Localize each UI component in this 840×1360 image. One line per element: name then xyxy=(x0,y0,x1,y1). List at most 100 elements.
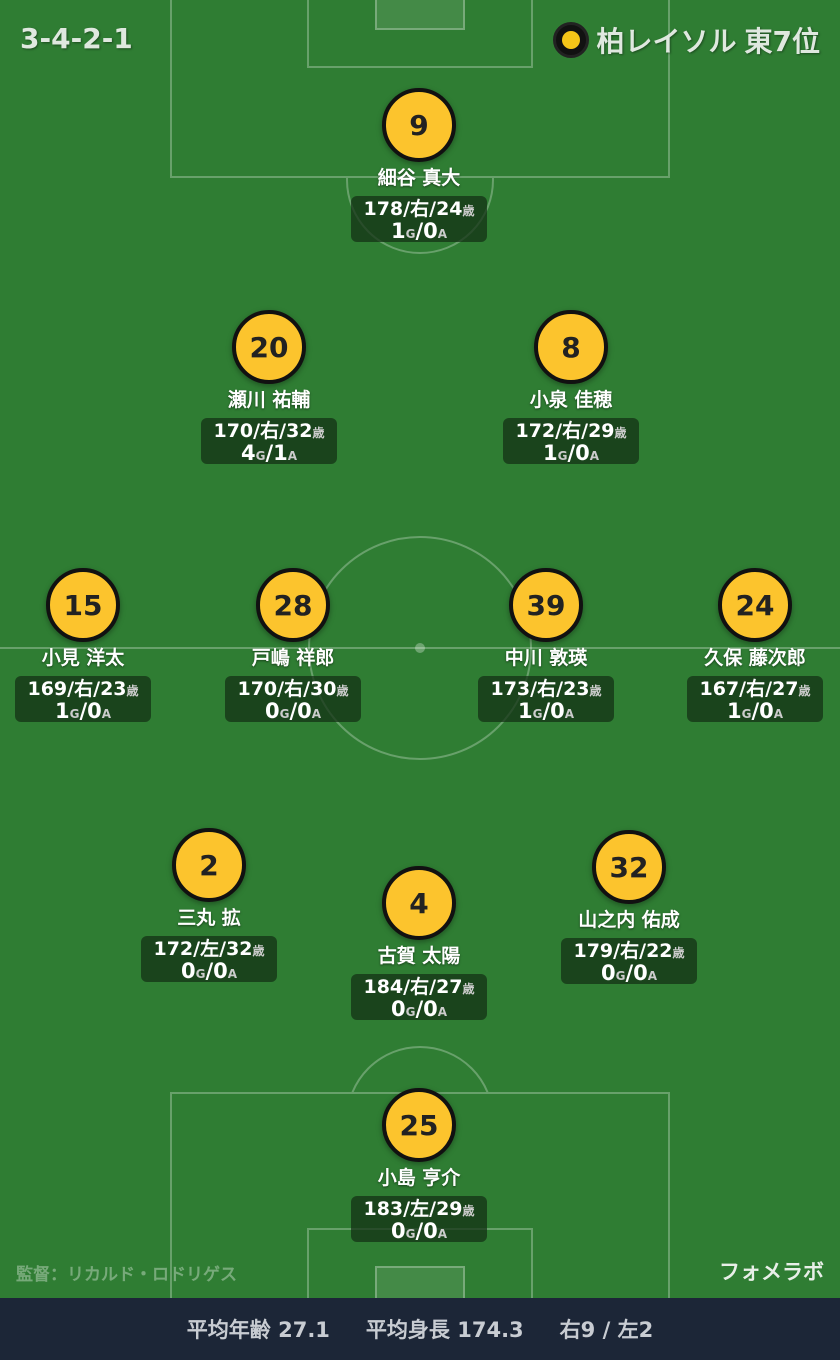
player-card[interactable]: 2 三丸 拡 172/左/32歳 0G/0A xyxy=(139,828,279,982)
player-stats: 170/右/32歳 4G/1A xyxy=(201,418,337,464)
goal-unit: G xyxy=(405,227,416,241)
goal-unit: G xyxy=(255,449,266,463)
player-foot: 右 xyxy=(284,678,304,700)
player-number-badge: 25 xyxy=(382,1088,456,1162)
player-age: 32 xyxy=(226,938,253,960)
player-assists: 0 xyxy=(575,441,590,465)
player-name: 小見 洋太 xyxy=(41,647,125,669)
player-number-badge: 24 xyxy=(718,568,792,642)
player-goals: 0 xyxy=(264,699,280,723)
player-card[interactable]: 15 小見 洋太 169/右/23歳 1G/0A xyxy=(13,568,153,722)
assist-unit: A xyxy=(437,1227,448,1241)
player-number-badge: 4 xyxy=(382,866,456,940)
player-height: 169 xyxy=(27,678,68,700)
player-card[interactable]: 8 小泉 佳穂 172/右/29歳 1G/0A xyxy=(501,310,641,464)
player-foot: 右 xyxy=(620,940,640,962)
assist-unit: A xyxy=(589,449,600,463)
player-stats: 169/右/23歳 1G/0A xyxy=(15,676,151,722)
player-assists: 0 xyxy=(423,1219,438,1243)
player-foot: 右 xyxy=(537,678,557,700)
player-height: 172 xyxy=(153,938,194,960)
player-assists: 0 xyxy=(213,959,228,983)
age-unit: 歳 xyxy=(614,426,627,440)
formation-label: 3-4-2-1 xyxy=(20,22,133,55)
player-stats: 172/左/32歳 0G/0A xyxy=(141,936,277,982)
player-age: 32 xyxy=(286,420,313,442)
brand-logo: フォメラボ xyxy=(719,1260,824,1284)
player-stats: 172/右/29歳 1G/0A xyxy=(503,418,639,464)
player-height: 178 xyxy=(363,198,404,220)
top-goal-area xyxy=(307,0,533,68)
player-stats: 184/右/27歳 0G/0A xyxy=(351,974,487,1020)
player-goals: 1 xyxy=(542,441,558,465)
player-card[interactable]: 4 古賀 太陽 184/右/27歳 0G/0A xyxy=(349,866,489,1020)
player-card[interactable]: 28 戸嶋 祥郎 170/右/30歳 0G/0A xyxy=(223,568,363,722)
player-age: 29 xyxy=(436,1198,463,1220)
assist-unit: A xyxy=(437,227,448,241)
goal-unit: G xyxy=(69,707,80,721)
player-card[interactable]: 25 小島 亨介 183/左/29歳 0G/0A xyxy=(349,1088,489,1242)
assist-unit: A xyxy=(311,707,322,721)
assist-unit: A xyxy=(437,1005,448,1019)
player-height: 183 xyxy=(363,1198,404,1220)
player-goals: 1 xyxy=(390,219,406,243)
player-name: 山之内 佑成 xyxy=(578,909,680,931)
assist-unit: A xyxy=(227,967,238,981)
goal-unit: G xyxy=(557,449,568,463)
player-name: 細谷 真大 xyxy=(377,167,461,189)
player-name: 古賀 太陽 xyxy=(377,945,461,967)
player-height: 173 xyxy=(490,678,531,700)
assist-unit: A xyxy=(287,449,298,463)
age-unit: 歳 xyxy=(672,946,685,960)
player-card[interactable]: 20 瀬川 祐輔 170/右/32歳 4G/1A xyxy=(199,310,339,464)
team-name: 柏レイソル xyxy=(596,25,737,58)
player-stats: 178/右/24歳 1G/0A xyxy=(351,196,487,242)
player-name: 三丸 拡 xyxy=(177,907,241,929)
assist-unit: A xyxy=(773,707,784,721)
age-unit: 歳 xyxy=(462,204,475,218)
foot-split: 右9 / 左2 xyxy=(559,1318,654,1342)
player-foot: 右 xyxy=(746,678,766,700)
player-height: 170 xyxy=(237,678,278,700)
player-card[interactable]: 39 中川 敦瑛 173/右/23歳 1G/0A xyxy=(476,568,616,722)
player-card[interactable]: 9 細谷 真大 178/右/24歳 1G/0A xyxy=(349,88,489,242)
player-foot: 左 xyxy=(200,938,220,960)
goal-unit: G xyxy=(195,967,206,981)
player-age: 29 xyxy=(588,420,615,442)
player-foot: 右 xyxy=(410,976,430,998)
player-stats: 183/左/29歳 0G/0A xyxy=(351,1196,487,1242)
player-name: 小島 亨介 xyxy=(377,1167,461,1189)
player-assists: 0 xyxy=(423,219,438,243)
player-age: 24 xyxy=(436,198,463,220)
player-age: 27 xyxy=(436,976,463,998)
player-number-badge: 28 xyxy=(256,568,330,642)
team-rank: 東7位 xyxy=(744,25,820,58)
player-stats: 173/右/23歳 1G/0A xyxy=(478,676,614,722)
player-name: 瀬川 祐輔 xyxy=(227,389,311,411)
player-stats: 167/右/27歳 1G/0A xyxy=(687,676,823,722)
player-age: 30 xyxy=(310,678,337,700)
player-foot: 右 xyxy=(260,420,280,442)
team-crest-icon xyxy=(552,22,589,58)
goal-unit: G xyxy=(405,1005,416,1019)
coach-label: 監督：リカルド・ロドリゲス xyxy=(16,1265,237,1285)
average-age: 平均年齢 27.1 xyxy=(186,1318,330,1342)
player-name: 久保 藤次郎 xyxy=(704,647,806,669)
player-height: 172 xyxy=(515,420,556,442)
player-goals: 1 xyxy=(54,699,70,723)
player-height: 179 xyxy=(573,940,614,962)
average-height: 平均身長 174.3 xyxy=(365,1318,524,1342)
player-card[interactable]: 32 山之内 佑成 179/右/22歳 0G/0A xyxy=(559,830,699,984)
player-goals: 0 xyxy=(390,1219,406,1243)
top-goal xyxy=(375,0,465,30)
player-card[interactable]: 24 久保 藤次郎 167/右/27歳 1G/0A xyxy=(685,568,825,722)
player-goals: 1 xyxy=(517,699,533,723)
player-assists: 0 xyxy=(297,699,312,723)
goal-unit: G xyxy=(279,707,290,721)
top-penalty-box xyxy=(170,0,670,178)
age-unit: 歳 xyxy=(462,982,475,996)
player-assists: 0 xyxy=(759,699,774,723)
center-spot xyxy=(415,643,425,653)
player-assists: 0 xyxy=(550,699,565,723)
age-unit: 歳 xyxy=(336,684,349,698)
